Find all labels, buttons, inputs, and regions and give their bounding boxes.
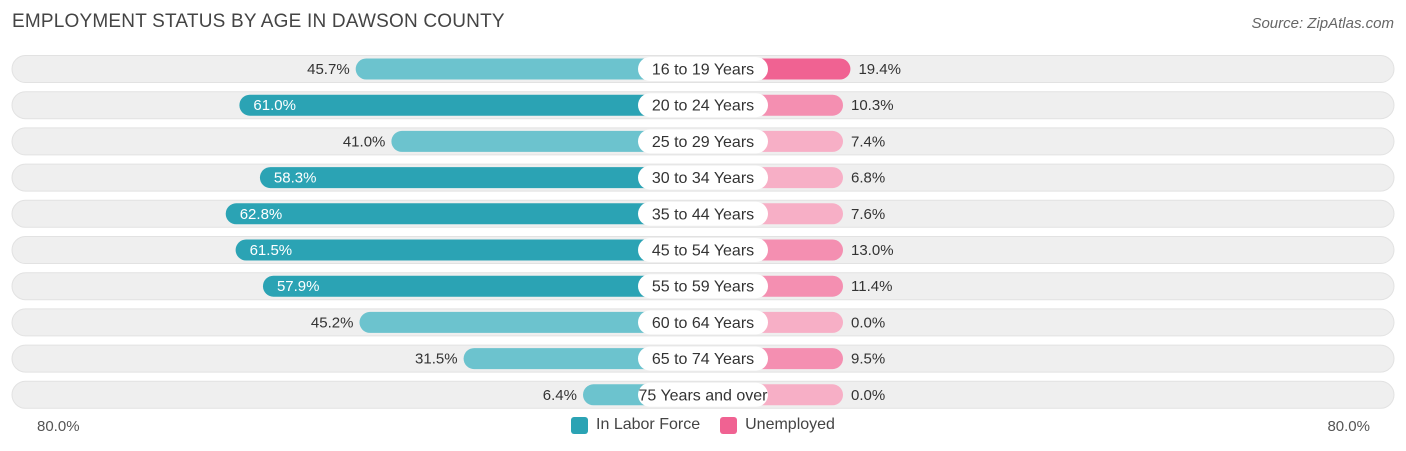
axis-left-label: 80.0% bbox=[37, 418, 80, 435]
labor-bar bbox=[235, 239, 703, 261]
category-label: 30 to 34 Years bbox=[652, 170, 754, 187]
labor-bar bbox=[225, 203, 703, 225]
category-pill bbox=[638, 310, 768, 335]
labor-value-label: 45.2% bbox=[311, 314, 354, 331]
unemployed-value-label: 7.4% bbox=[851, 133, 885, 150]
source-label: Source: ZipAtlas.com bbox=[1251, 15, 1394, 32]
labor-value-label: 62.8% bbox=[240, 206, 283, 223]
legend-item-unemployed[interactable]: Unemployed bbox=[720, 416, 835, 434]
labor-bar bbox=[262, 275, 703, 297]
category-label: 65 to 74 Years bbox=[652, 351, 754, 368]
labor-bar bbox=[391, 130, 703, 152]
labor-value-label: 45.7% bbox=[307, 61, 350, 78]
category-pill bbox=[638, 238, 768, 262]
labor-bar bbox=[259, 167, 703, 189]
unemployed-value-label: 19.4% bbox=[858, 61, 901, 78]
category-label: 60 to 64 Years bbox=[652, 315, 754, 332]
category-pill bbox=[638, 129, 768, 154]
category-pill bbox=[638, 274, 768, 299]
category-pill bbox=[638, 93, 768, 118]
chart-title: EMPLOYMENT STATUS BY AGE IN DAWSON COUNT… bbox=[12, 11, 505, 32]
labor-value-label: 58.3% bbox=[274, 170, 317, 187]
category-label: 45 to 54 Years bbox=[652, 243, 754, 260]
chart: 16 to 19 Years 45.7% 19.4% 20 to 24 Years 61… bbox=[11, 55, 1395, 409]
category-pill bbox=[638, 201, 768, 226]
legend-item-labor[interactable]: In Labor Force bbox=[571, 416, 700, 434]
category-label: 20 to 24 Years bbox=[652, 98, 754, 115]
legend: In Labor Force Unemployed bbox=[0, 416, 1406, 434]
labor-value-label: 61.5% bbox=[250, 242, 293, 259]
legend-label-labor: In Labor Force bbox=[596, 416, 701, 433]
unemployed-value-label: 9.5% bbox=[851, 351, 885, 368]
legend-swatch-labor bbox=[571, 416, 589, 434]
unemployed-value-label: 0.0% bbox=[851, 314, 885, 331]
category-label: 75 Years and over bbox=[639, 387, 769, 404]
labor-value-label: 61.0% bbox=[253, 97, 296, 114]
unemployed-value-label: 11.4% bbox=[851, 278, 892, 295]
axis-right-label: 80.0% bbox=[1327, 418, 1370, 435]
unemployed-value-label: 0.0% bbox=[851, 387, 885, 404]
unemployed-value-label: 7.6% bbox=[851, 206, 885, 223]
labor-bar bbox=[359, 311, 703, 333]
category-pill bbox=[638, 346, 768, 371]
category-pill bbox=[638, 57, 768, 81]
labor-value-label: 6.4% bbox=[543, 387, 577, 404]
labor-value-label: 41.0% bbox=[343, 133, 386, 150]
category-label: 55 to 59 Years bbox=[652, 279, 754, 296]
unemployed-value-label: 6.8% bbox=[851, 170, 885, 187]
legend-label-unemployed: Unemployed bbox=[745, 416, 835, 433]
category-pill bbox=[638, 165, 768, 190]
unemployed-value-label: 10.3% bbox=[851, 97, 894, 114]
unemployed-value-label: 13.0% bbox=[851, 242, 894, 259]
category-label: 16 to 19 Years bbox=[652, 62, 754, 79]
labor-value-label: 31.5% bbox=[415, 351, 458, 368]
labor-bar bbox=[239, 94, 703, 116]
labor-value-label: 57.9% bbox=[277, 278, 320, 295]
category-label: 25 to 29 Years bbox=[652, 134, 754, 151]
legend-swatch-unemployed bbox=[720, 416, 738, 434]
category-pill bbox=[638, 382, 768, 407]
labor-bar bbox=[355, 58, 703, 80]
category-label: 35 to 44 Years bbox=[652, 206, 754, 223]
